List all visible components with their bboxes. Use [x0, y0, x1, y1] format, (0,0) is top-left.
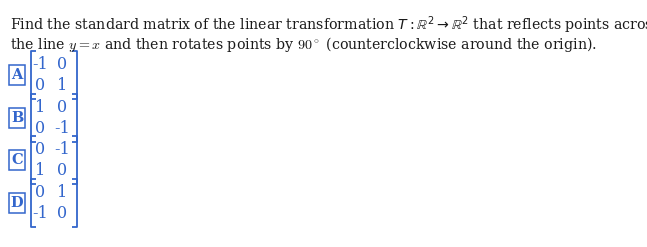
Text: 0: 0	[35, 77, 45, 94]
Text: -1: -1	[54, 141, 70, 158]
Text: -1: -1	[32, 205, 48, 222]
Text: D: D	[11, 196, 23, 210]
Text: -1: -1	[32, 56, 48, 73]
Text: Find the standard matrix of the linear transformation $T : \mathbb{R}^2 \rightar: Find the standard matrix of the linear t…	[10, 14, 647, 36]
FancyBboxPatch shape	[9, 150, 25, 170]
Text: 1: 1	[35, 162, 45, 179]
Text: C: C	[11, 153, 23, 167]
Text: 1: 1	[57, 184, 67, 201]
Text: A: A	[11, 68, 23, 82]
FancyBboxPatch shape	[9, 108, 25, 128]
Text: the line $y = x$ and then rotates points by $90^\circ$ (counterclockwise around : the line $y = x$ and then rotates points…	[10, 35, 597, 54]
Text: -1: -1	[54, 120, 70, 137]
FancyBboxPatch shape	[9, 193, 25, 213]
Text: 0: 0	[35, 141, 45, 158]
Text: 0: 0	[35, 120, 45, 137]
Text: B: B	[11, 111, 23, 125]
Text: 0: 0	[57, 162, 67, 179]
Text: 1: 1	[35, 99, 45, 116]
Text: 0: 0	[57, 56, 67, 73]
FancyBboxPatch shape	[9, 65, 25, 85]
Text: 1: 1	[57, 77, 67, 94]
Text: 0: 0	[35, 184, 45, 201]
Text: 0: 0	[57, 205, 67, 222]
Text: 0: 0	[57, 99, 67, 116]
